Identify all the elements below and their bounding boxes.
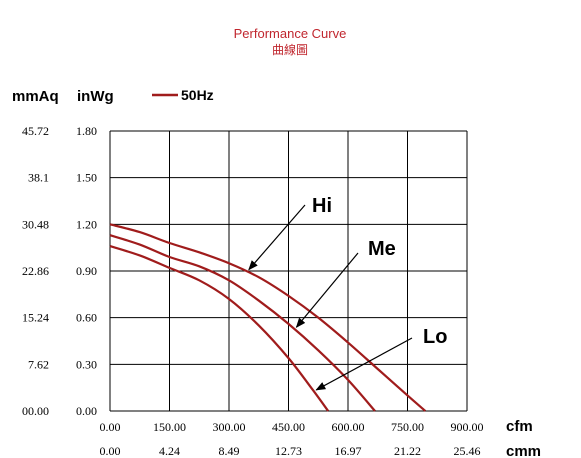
y-tick-label-mmaq: 30.48 [22, 217, 49, 231]
y-tick-label-mmaq: 00.00 [22, 404, 49, 418]
x-unit-cmm: cmm [506, 443, 541, 458]
y-tick-label-inwg: 1.50 [76, 171, 97, 185]
annotation-label-lo: Lo [423, 326, 447, 348]
y-tick-label-inwg: 0.30 [76, 357, 97, 371]
x-tick-label-cfm: 900.00 [451, 420, 484, 434]
x-tick-label-cmm: 8.49 [219, 444, 240, 458]
y-tick-label-inwg: 1.20 [76, 217, 97, 231]
y-tick-label-inwg: 0.00 [76, 404, 97, 418]
x-tick-label-cmm: 25.46 [454, 444, 481, 458]
annotation-label-me: Me [368, 238, 396, 260]
series-line-lo [109, 245, 330, 412]
x-tick-label-cfm: 750.00 [391, 420, 424, 434]
annotation-arrow-lo [315, 337, 413, 391]
y-unit-mmaq: mmAq [12, 88, 59, 105]
series-lines [109, 223, 427, 412]
x-tick-label-cmm: 21.22 [394, 444, 421, 458]
series-line-hi [109, 223, 427, 412]
y-tick-label-mmaq: 22.86 [22, 264, 49, 278]
x-tick-label-cfm: 150.00 [153, 420, 186, 434]
x-tick-label-cfm: 600.00 [332, 420, 365, 434]
legend-label: 50Hz [181, 87, 214, 103]
chart-subtitle: 曲線圖 [272, 42, 308, 57]
x-tick-labels-cfm: 0.00 150.00 300.00 450.00 600.00 750.00 900.00 [100, 420, 484, 434]
x-tick-label-cmm: 4.24 [159, 444, 180, 458]
x-tick-label-cmm: 0.00 [100, 444, 121, 458]
annotations: Hi Me Lo [248, 195, 447, 391]
chart-title: Performance Curve [234, 26, 347, 41]
y-tick-label-mmaq: 45.72 [22, 124, 49, 138]
annotation-arrow-hi [248, 204, 306, 271]
y-tick-label-inwg: 0.60 [76, 311, 97, 325]
y-tick-label-inwg: 1.80 [76, 124, 97, 138]
y-tick-labels-mmaq: 45.72 38.1 30.48 22.86 15.24 7.62 00.00 [22, 124, 49, 418]
x-tick-label-cmm: 12.73 [275, 444, 302, 458]
y-tick-label-mmaq: 7.62 [28, 357, 49, 371]
annotation-label-hi: Hi [312, 195, 332, 217]
y-tick-labels-inwg: 1.80 1.50 1.20 0.90 0.60 0.30 0.00 [76, 124, 97, 418]
x-tick-label-cfm: 450.00 [272, 420, 305, 434]
y-unit-inwg: inWg [77, 88, 114, 105]
x-tick-labels-cmm: 0.00 4.24 8.49 12.73 16.97 21.22 25.46 [100, 444, 481, 458]
x-tick-label-cmm: 16.97 [335, 444, 362, 458]
x-tick-label-cfm: 300.00 [213, 420, 246, 434]
y-tick-label-mmaq: 15.24 [22, 311, 49, 325]
x-unit-cfm: cfm [506, 418, 533, 435]
plot-grid [109, 130, 468, 412]
x-tick-label-cfm: 0.00 [100, 420, 121, 434]
annotation-arrow-me [295, 252, 359, 328]
y-tick-label-inwg: 0.90 [76, 264, 97, 278]
series-line-me [109, 234, 376, 412]
y-tick-label-mmaq: 38.1 [28, 171, 49, 185]
